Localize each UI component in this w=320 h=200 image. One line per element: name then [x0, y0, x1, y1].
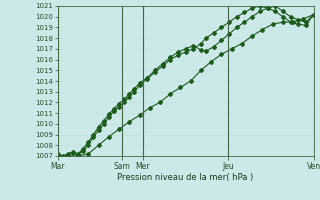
X-axis label: Pression niveau de la mer( hPa ): Pression niveau de la mer( hPa ) [117, 173, 254, 182]
